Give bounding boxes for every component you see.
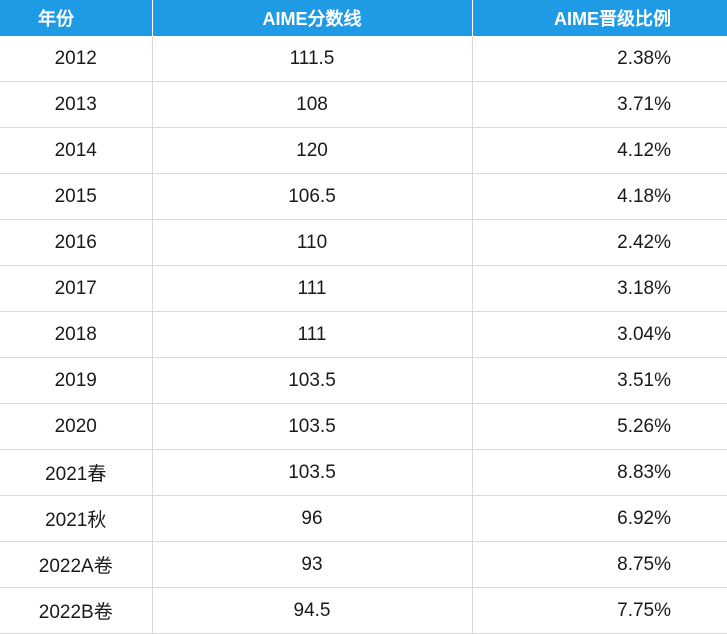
ratio-cell: 2.42% [472, 219, 727, 266]
year-cell: 2017 [0, 265, 153, 312]
table-row: 2018 111 3.04% [0, 311, 727, 358]
score-cell: 108 [152, 81, 473, 128]
score-cell: 106.5 [152, 173, 473, 220]
table-row: 2022A卷 93 8.75% [0, 541, 727, 588]
year-cell: 2018 [0, 311, 153, 358]
table-row: 2022B卷 94.5 7.75% [0, 587, 727, 634]
table-header: 年份 AIME分数线 AIME晋级比例 [0, 0, 727, 36]
header-row: 年份 AIME分数线 AIME晋级比例 [0, 0, 727, 36]
ratio-cell: 6.92% [472, 495, 727, 542]
header-year: 年份 [0, 0, 153, 36]
ratio-cell: 8.83% [472, 449, 727, 496]
year-cell: 2022B卷 [0, 587, 153, 634]
ratio-cell: 8.75% [472, 541, 727, 588]
ratio-cell: 3.04% [472, 311, 727, 358]
year-cell: 2022A卷 [0, 541, 153, 588]
table-row: 2019 103.5 3.51% [0, 357, 727, 404]
header-ratio: AIME晋级比例 [472, 0, 727, 36]
score-cell: 120 [152, 127, 473, 174]
ratio-cell: 2.38% [472, 36, 727, 82]
score-cell: 110 [152, 219, 473, 266]
score-cell: 96 [152, 495, 473, 542]
ratio-cell: 4.18% [472, 173, 727, 220]
ratio-cell: 4.12% [472, 127, 727, 174]
year-cell: 2021春 [0, 449, 153, 496]
table-row: 2017 111 3.18% [0, 265, 727, 312]
year-cell: 2014 [0, 127, 153, 174]
year-cell: 2016 [0, 219, 153, 266]
table-row: 2016 110 2.42% [0, 219, 727, 266]
table-body: 2012 111.5 2.38% 2013 108 3.71% 2014 120 4.12% 20… [0, 36, 727, 634]
score-cell: 111 [152, 265, 473, 312]
score-cell: 103.5 [152, 357, 473, 404]
table-row: 2021秋 96 6.92% [0, 495, 727, 542]
score-cell: 103.5 [152, 449, 473, 496]
year-cell: 2015 [0, 173, 153, 220]
header-score: AIME分数线 [152, 0, 473, 36]
ratio-cell: 3.18% [472, 265, 727, 312]
ratio-cell: 5.26% [472, 403, 727, 450]
table-row: 2012 111.5 2.38% [0, 36, 727, 82]
table-row: 2014 120 4.12% [0, 127, 727, 174]
year-cell: 2012 [0, 36, 153, 82]
year-cell: 2020 [0, 403, 153, 450]
ratio-cell: 3.51% [472, 357, 727, 404]
score-cell: 111.5 [152, 36, 473, 82]
score-cell: 93 [152, 541, 473, 588]
table-row: 2013 108 3.71% [0, 81, 727, 128]
ratio-cell: 7.75% [472, 587, 727, 634]
table-row: 2015 106.5 4.18% [0, 173, 727, 220]
table-row: 2021春 103.5 8.83% [0, 449, 727, 496]
ratio-cell: 3.71% [472, 81, 727, 128]
score-cell: 103.5 [152, 403, 473, 450]
score-cell: 94.5 [152, 587, 473, 634]
year-cell: 2021秋 [0, 495, 153, 542]
year-cell: 2019 [0, 357, 153, 404]
table-row: 2020 103.5 5.26% [0, 403, 727, 450]
score-cell: 111 [152, 311, 473, 358]
year-cell: 2013 [0, 81, 153, 128]
